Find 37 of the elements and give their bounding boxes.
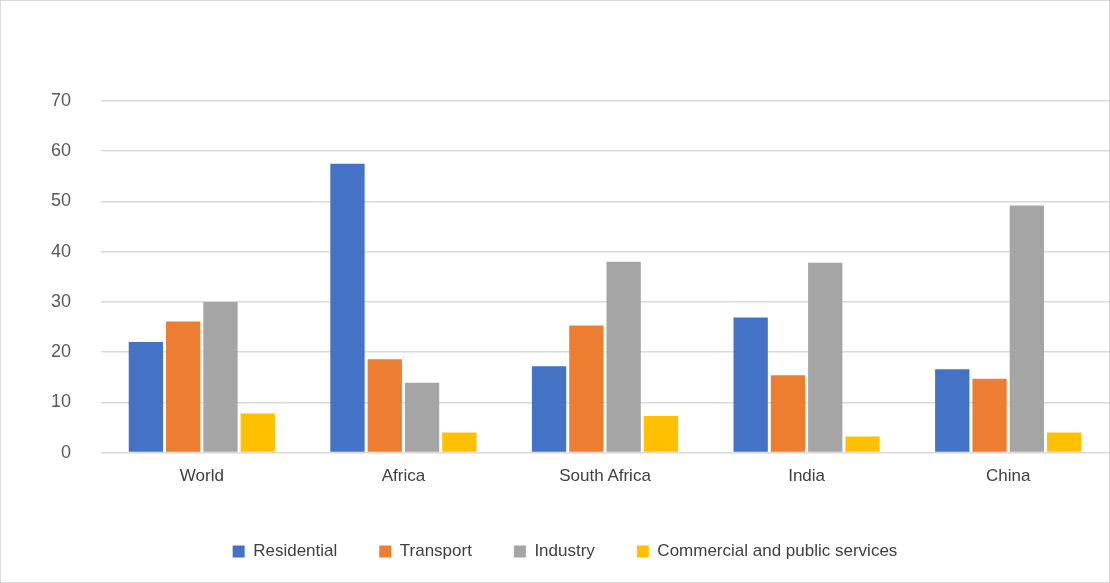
- bar: [569, 325, 604, 452]
- legend-label: Residential: [253, 541, 338, 561]
- bar: [935, 369, 970, 452]
- bar: [606, 261, 641, 452]
- x-tick-label: India: [788, 466, 826, 486]
- x-tick-label: Africa: [381, 466, 426, 486]
- x-tick-label: China: [985, 466, 1031, 486]
- bar: [404, 382, 440, 452]
- y-tick-label: 0: [61, 441, 72, 462]
- y-tick-label: 70: [50, 89, 72, 110]
- bar: [808, 262, 843, 452]
- legend-label: Industry: [534, 541, 596, 561]
- bar: [1009, 205, 1045, 452]
- bar: [1046, 432, 1082, 452]
- y-tick-label: 20: [50, 341, 72, 362]
- bar: [733, 317, 768, 452]
- y-tick-label: 50: [50, 190, 72, 211]
- bar: [166, 321, 201, 452]
- bar: [531, 366, 567, 452]
- x-tick-label: South Africa: [559, 466, 652, 486]
- bar: [845, 436, 880, 452]
- y-tick-label: 30: [50, 290, 72, 311]
- x-tick-label: World: [179, 466, 224, 486]
- bar: [367, 359, 402, 452]
- bar: [770, 375, 806, 452]
- bar: [240, 413, 275, 452]
- bar: [330, 163, 365, 452]
- bar: [203, 301, 238, 452]
- legend-label: Transport: [399, 541, 473, 561]
- bar: [972, 378, 1007, 452]
- bar: [128, 342, 164, 452]
- bar: [643, 415, 679, 452]
- y-tick-label: 60: [50, 140, 72, 161]
- legend-label: Commercial and public services: [657, 541, 898, 561]
- y-tick-label: 10: [50, 391, 72, 412]
- y-tick-label: 40: [50, 240, 72, 261]
- bar: [442, 432, 477, 452]
